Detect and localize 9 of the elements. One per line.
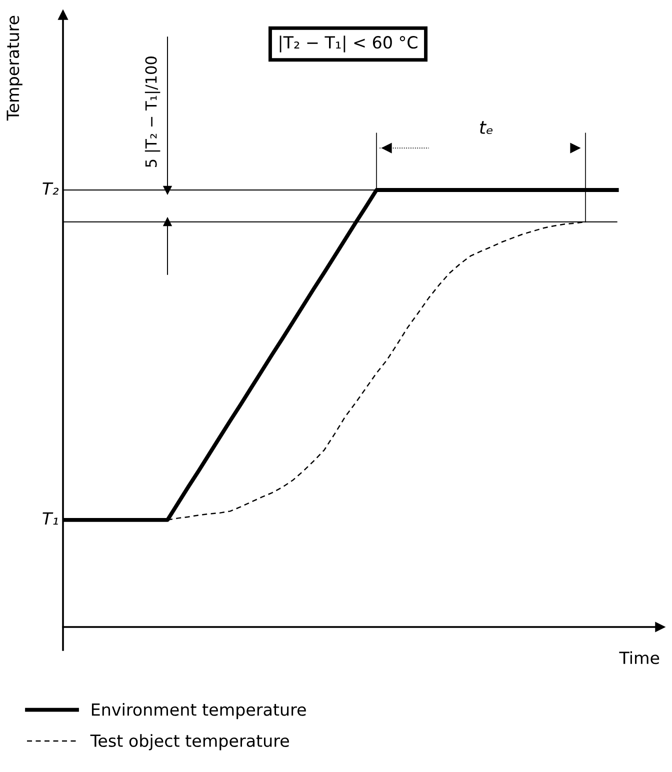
legend-label: Environment temperature <box>92 703 306 720</box>
ref-line-label: T₂ <box>42 182 59 195</box>
text: T₁ <box>42 512 58 525</box>
x-axis-title: Time <box>619 651 660 664</box>
y-axis-title: Temperature <box>6 16 22 121</box>
text: |T₂ − T₁| < 60 °C <box>280 36 418 52</box>
legend-label: Test object temperature <box>90 734 289 750</box>
text: 5 |T₂ − T₁|/100 <box>144 56 160 167</box>
text: tₑ <box>480 121 493 134</box>
